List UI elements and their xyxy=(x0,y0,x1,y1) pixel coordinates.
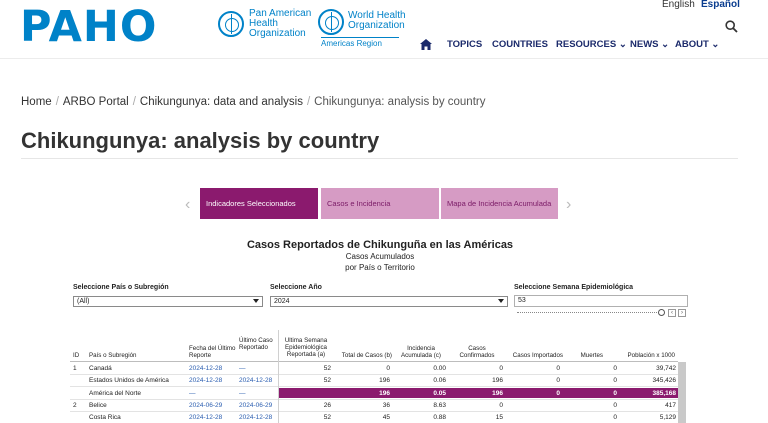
col-header-imported: Casos Importados xyxy=(512,352,563,359)
table-scrollbar[interactable] xyxy=(678,362,686,423)
col-header-deaths: Muertes xyxy=(580,352,603,359)
header-rule xyxy=(70,361,678,362)
col-header-last-report: Último Caso Reportado xyxy=(239,337,273,351)
country-select-value: (All) xyxy=(77,298,90,305)
subtotal-highlight xyxy=(278,388,678,398)
week-next-button[interactable]: › xyxy=(678,309,686,317)
nav-news[interactable]: NEWS ⌄ xyxy=(630,39,670,50)
col-header-country: País o Subregión xyxy=(89,352,137,359)
nav-resources[interactable]: RESOURCES ⌄ xyxy=(556,39,627,50)
chevron-down-icon: ⌄ xyxy=(616,39,627,50)
country-filter-label: Seleccione País o Subregión xyxy=(73,284,169,291)
page-title: Chikungunya: analysis by country xyxy=(21,128,380,153)
tabs-next-arrow-icon[interactable]: › xyxy=(566,196,572,213)
who-name-line-2: Organization xyxy=(348,20,405,31)
nav-topics[interactable]: TOPICS xyxy=(447,39,483,50)
year-select-value: 2024 xyxy=(274,298,290,305)
who-emblem-icon xyxy=(318,9,344,35)
col-header-population: Población x 1000 xyxy=(627,352,675,359)
lang-spanish-link[interactable]: Español xyxy=(701,0,740,10)
year-select[interactable]: 2024 xyxy=(270,296,508,307)
breadcrumb-home[interactable]: Home xyxy=(21,96,52,108)
chevron-down-icon: ⌄ xyxy=(708,39,720,50)
viz-subtitle-1: Casos Acumulados xyxy=(345,252,415,261)
breadcrumb-chik-data[interactable]: Chikungunya: data and analysis xyxy=(139,96,303,108)
col-header-report-date: Fecha del Último Reporte xyxy=(189,345,236,359)
caret-down-icon xyxy=(498,299,504,303)
search-icon[interactable] xyxy=(725,20,738,33)
nav-countries[interactable]: COUNTRIES xyxy=(492,39,548,50)
header-divider xyxy=(0,58,768,59)
week-input[interactable]: 53 xyxy=(514,295,688,307)
week-slider-track[interactable] xyxy=(517,312,657,315)
week-slider-thumb[interactable] xyxy=(658,309,665,316)
week-filter-label: Seleccione Semana Epidemiológica xyxy=(514,284,634,291)
breadcrumb-arbo-portal[interactable]: ARBO Portal xyxy=(62,96,129,108)
who-name-line-1: World Health xyxy=(348,10,406,21)
tabs-prev-arrow-icon[interactable]: ‹ xyxy=(185,196,191,213)
paho-name-line-2: Health xyxy=(249,18,278,29)
site-header: PAHO Pan American Health Organization Wo… xyxy=(0,0,768,58)
chevron-down-icon: ⌄ xyxy=(658,39,670,50)
nav-about[interactable]: ABOUT ⌄ xyxy=(675,39,720,50)
tab-indicadores[interactable]: Indicadores Seleccionados xyxy=(200,188,318,219)
lang-english-link[interactable]: English xyxy=(662,0,695,10)
paho-name-line-1: Pan American xyxy=(249,8,312,19)
col-header-last-week: Ultima Semana Epidemiológica Reportada (… xyxy=(284,337,328,358)
tab-mapa[interactable]: Mapa de Incidencia Acumulada xyxy=(441,188,558,219)
col-header-total: Total de Casos (b) xyxy=(341,352,392,359)
col-header-confirmed: Casos Confirmados xyxy=(459,345,495,359)
title-divider xyxy=(21,158,738,159)
col-header-id: ID xyxy=(73,352,80,359)
breadcrumb-current: Chikungunya: analysis by country xyxy=(314,96,486,108)
paho-name-line-3: Organization xyxy=(249,28,306,39)
tab-casos[interactable]: Casos e Incidencia xyxy=(321,188,439,219)
paho-logo[interactable]: PAHO xyxy=(20,2,158,52)
who-region-label: Americas Region xyxy=(321,37,399,49)
col-header-incidence: Incidencia Acumulada (c) xyxy=(401,345,441,359)
caret-down-icon xyxy=(253,299,259,303)
viz-subtitle-2: por País o Territorio xyxy=(345,263,415,272)
paho-emblem-icon xyxy=(218,11,244,37)
week-prev-button[interactable]: ‹ xyxy=(668,309,676,317)
viz-title: Casos Reportados de Chikunguña en las Am… xyxy=(246,239,514,251)
country-select[interactable]: (All) xyxy=(73,296,263,307)
home-icon[interactable] xyxy=(420,39,432,50)
year-filter-label: Seleccione Año xyxy=(270,284,322,291)
table-column-divider xyxy=(278,330,279,423)
breadcrumb: Home / ARBO Portal / Chikungunya: data and a… xyxy=(21,96,486,108)
